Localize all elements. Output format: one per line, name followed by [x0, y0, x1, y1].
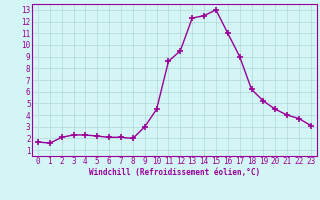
X-axis label: Windchill (Refroidissement éolien,°C): Windchill (Refroidissement éolien,°C): [89, 168, 260, 177]
